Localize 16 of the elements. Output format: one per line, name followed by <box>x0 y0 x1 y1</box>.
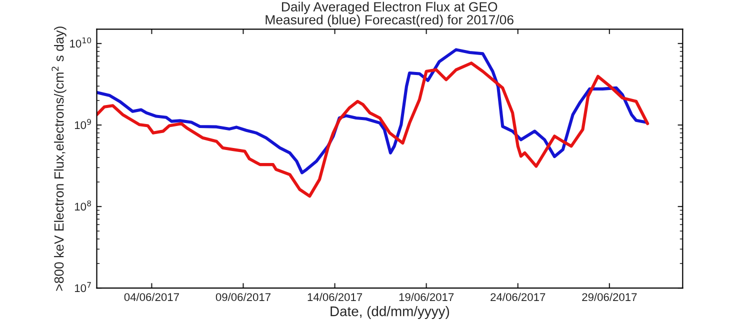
x-tick-label: 04/06/2017 <box>124 292 179 302</box>
x-axis-title: Date, (dd/mm/yyyy) <box>330 306 450 319</box>
line-series <box>96 48 648 174</box>
chart-title: Daily Averaged Electron Flux at GEO <box>282 2 498 14</box>
y-tick-label: 10$^{9}$ <box>74 118 91 130</box>
line-series <box>96 62 650 198</box>
x-tick-label: 19/06/2017 <box>399 292 454 302</box>
chart-subtitle: Measured (blue) Forecast(red) for 2017/06 <box>266 14 514 28</box>
x-tick-label: 24/06/2017 <box>490 292 546 302</box>
y-tick-label: 10$^{10}$ <box>70 37 92 48</box>
x-tick-label: 29/06/2017 <box>582 292 637 302</box>
y-axis-title: >800 keV Electron Flux,electrons/(cm$^{2}$ s day) <box>52 26 66 291</box>
y-tick-label: 10$^{8}$ <box>74 200 92 211</box>
x-tick-label: 09/06/2017 <box>216 292 270 302</box>
y-tick-label: 10$^{7}$ <box>74 282 91 292</box>
x-tick-label: 14/06/2017 <box>308 292 362 302</box>
